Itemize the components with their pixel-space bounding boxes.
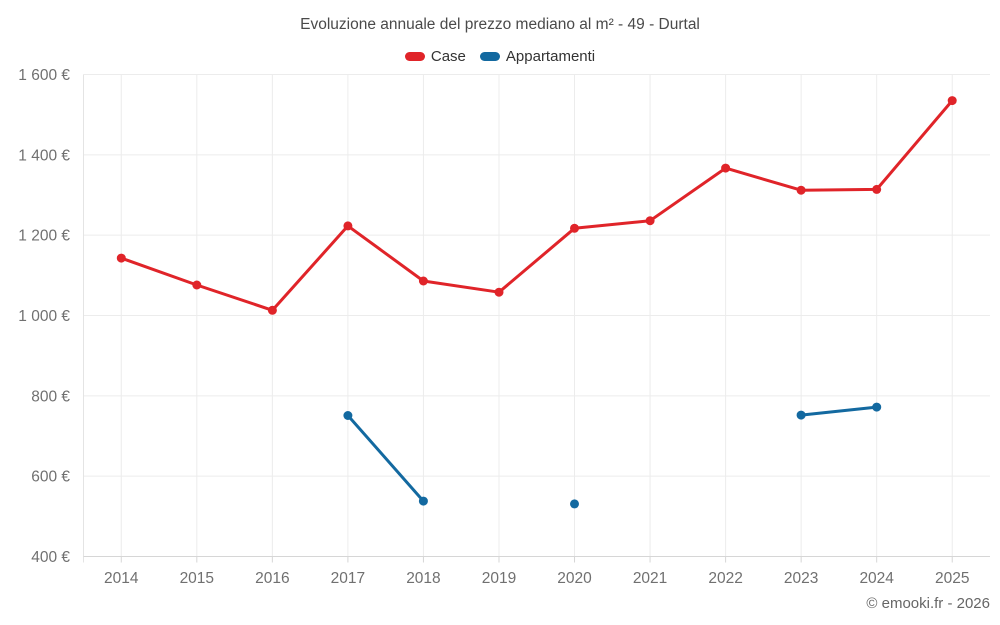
x-tick-label: 2015 bbox=[180, 570, 214, 587]
x-tick-label: 2021 bbox=[633, 570, 667, 587]
x-tick-label: 2017 bbox=[331, 570, 365, 587]
case-point[interactable] bbox=[570, 223, 579, 233]
case-point[interactable] bbox=[267, 305, 277, 315]
x-tick-label: 2025 bbox=[935, 570, 969, 587]
x-tick-label: 2022 bbox=[708, 570, 742, 587]
y-tick-label: 1 400 € bbox=[18, 147, 70, 164]
case-point[interactable] bbox=[872, 184, 882, 194]
case-point[interactable] bbox=[494, 287, 504, 297]
legend-item-appartamenti[interactable]: Appartamenti bbox=[479, 48, 596, 65]
case-point[interactable] bbox=[645, 216, 655, 226]
y-tick-label: 1 000 € bbox=[18, 308, 70, 325]
x-tick-label: 2023 bbox=[784, 570, 818, 587]
x-tick-label: 2014 bbox=[104, 570, 139, 587]
appartamenti-point[interactable] bbox=[872, 402, 882, 412]
y-tick-label: 800 € bbox=[31, 388, 70, 405]
legend: Case Appartamenti bbox=[0, 48, 1000, 65]
legend-label: Case bbox=[430, 48, 466, 65]
copyright: © emooki.fr - 2026 bbox=[866, 595, 990, 612]
case-point[interactable] bbox=[192, 280, 202, 290]
chart-title: Evoluzione annuale del prezzo mediano al… bbox=[300, 16, 700, 33]
legend-swatch-case bbox=[404, 52, 425, 61]
legend-swatch-appartamenti bbox=[479, 52, 500, 61]
y-tick-label: 1 600 € bbox=[18, 67, 70, 84]
case-point[interactable] bbox=[418, 276, 428, 286]
y-tick-label: 400 € bbox=[31, 549, 70, 566]
y-tick-label: 1 200 € bbox=[18, 228, 70, 245]
case-line bbox=[119, 99, 954, 312]
case-point[interactable] bbox=[116, 253, 126, 263]
x-tick-label: 2016 bbox=[255, 570, 289, 587]
case-point[interactable] bbox=[343, 221, 353, 231]
x-tick-label: 2019 bbox=[482, 570, 516, 587]
case-point[interactable] bbox=[947, 96, 957, 106]
legend-item-case[interactable]: Case bbox=[404, 48, 466, 65]
appartamenti-point[interactable] bbox=[418, 496, 428, 506]
appartamenti-point[interactable] bbox=[570, 499, 579, 509]
appartamenti-line bbox=[346, 405, 879, 503]
appartamenti-point[interactable] bbox=[343, 411, 353, 420]
case-point[interactable] bbox=[721, 163, 731, 173]
appartamenti-point[interactable] bbox=[796, 410, 806, 420]
y-tick-label: 600 € bbox=[31, 469, 70, 486]
x-tick-label: 2018 bbox=[406, 570, 440, 587]
case-point[interactable] bbox=[796, 185, 806, 195]
x-tick-label: 2020 bbox=[557, 570, 592, 587]
legend-label: Appartamenti bbox=[505, 48, 596, 65]
x-tick-label: 2024 bbox=[859, 570, 894, 587]
